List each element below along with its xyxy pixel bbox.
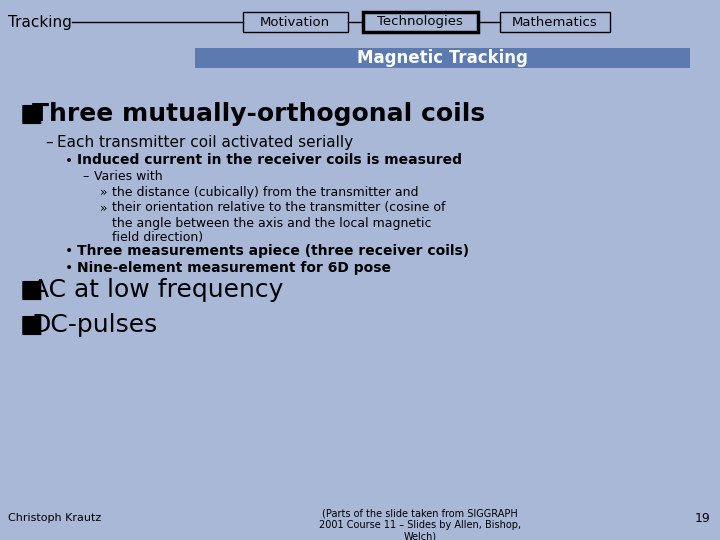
- Text: AC at low frequency: AC at low frequency: [32, 278, 284, 302]
- Text: Induced current in the receiver coils is measured: Induced current in the receiver coils is…: [77, 153, 462, 167]
- Text: Technologies: Technologies: [377, 16, 463, 29]
- Text: DC-pulses: DC-pulses: [32, 313, 158, 337]
- Text: their orientation relative to the transmitter (cosine of
the angle between the a: their orientation relative to the transm…: [112, 201, 446, 245]
- Text: Christoph Krautz: Christoph Krautz: [8, 513, 102, 523]
- Text: ■: ■: [20, 313, 44, 337]
- Text: Magnetic Tracking: Magnetic Tracking: [357, 49, 528, 67]
- Text: ■: ■: [20, 278, 44, 302]
- Text: Three mutually-orthogonal coils: Three mutually-orthogonal coils: [32, 102, 485, 126]
- Text: »: »: [100, 186, 107, 199]
- Text: the distance (cubically) from the transmitter and: the distance (cubically) from the transm…: [112, 186, 418, 199]
- Text: Three measurements apiece (three receiver coils): Three measurements apiece (three receive…: [77, 244, 469, 258]
- Text: Each transmitter coil activated serially: Each transmitter coil activated serially: [57, 135, 353, 150]
- Bar: [195, 48, 690, 68]
- Text: –: –: [45, 135, 53, 150]
- Text: Nine-element measurement for 6D pose: Nine-element measurement for 6D pose: [77, 261, 391, 275]
- Text: Varies with: Varies with: [94, 171, 163, 184]
- Text: ■: ■: [20, 102, 44, 126]
- Bar: [500, 12, 610, 32]
- Bar: [243, 12, 348, 32]
- Text: Tracking: Tracking: [8, 15, 72, 30]
- Text: »: »: [100, 201, 107, 214]
- Text: •: •: [65, 261, 73, 275]
- Text: (Parts of the slide taken from SIGGRAPH
2001 Course 11 – Slides by Allen, Bishop: (Parts of the slide taken from SIGGRAPH …: [319, 508, 521, 540]
- Text: •: •: [65, 153, 73, 167]
- Bar: [362, 12, 477, 32]
- Text: –: –: [82, 171, 89, 184]
- Text: 19: 19: [694, 511, 710, 524]
- Text: Motivation: Motivation: [260, 16, 330, 29]
- Text: •: •: [65, 244, 73, 258]
- Text: Mathematics: Mathematics: [512, 16, 598, 29]
